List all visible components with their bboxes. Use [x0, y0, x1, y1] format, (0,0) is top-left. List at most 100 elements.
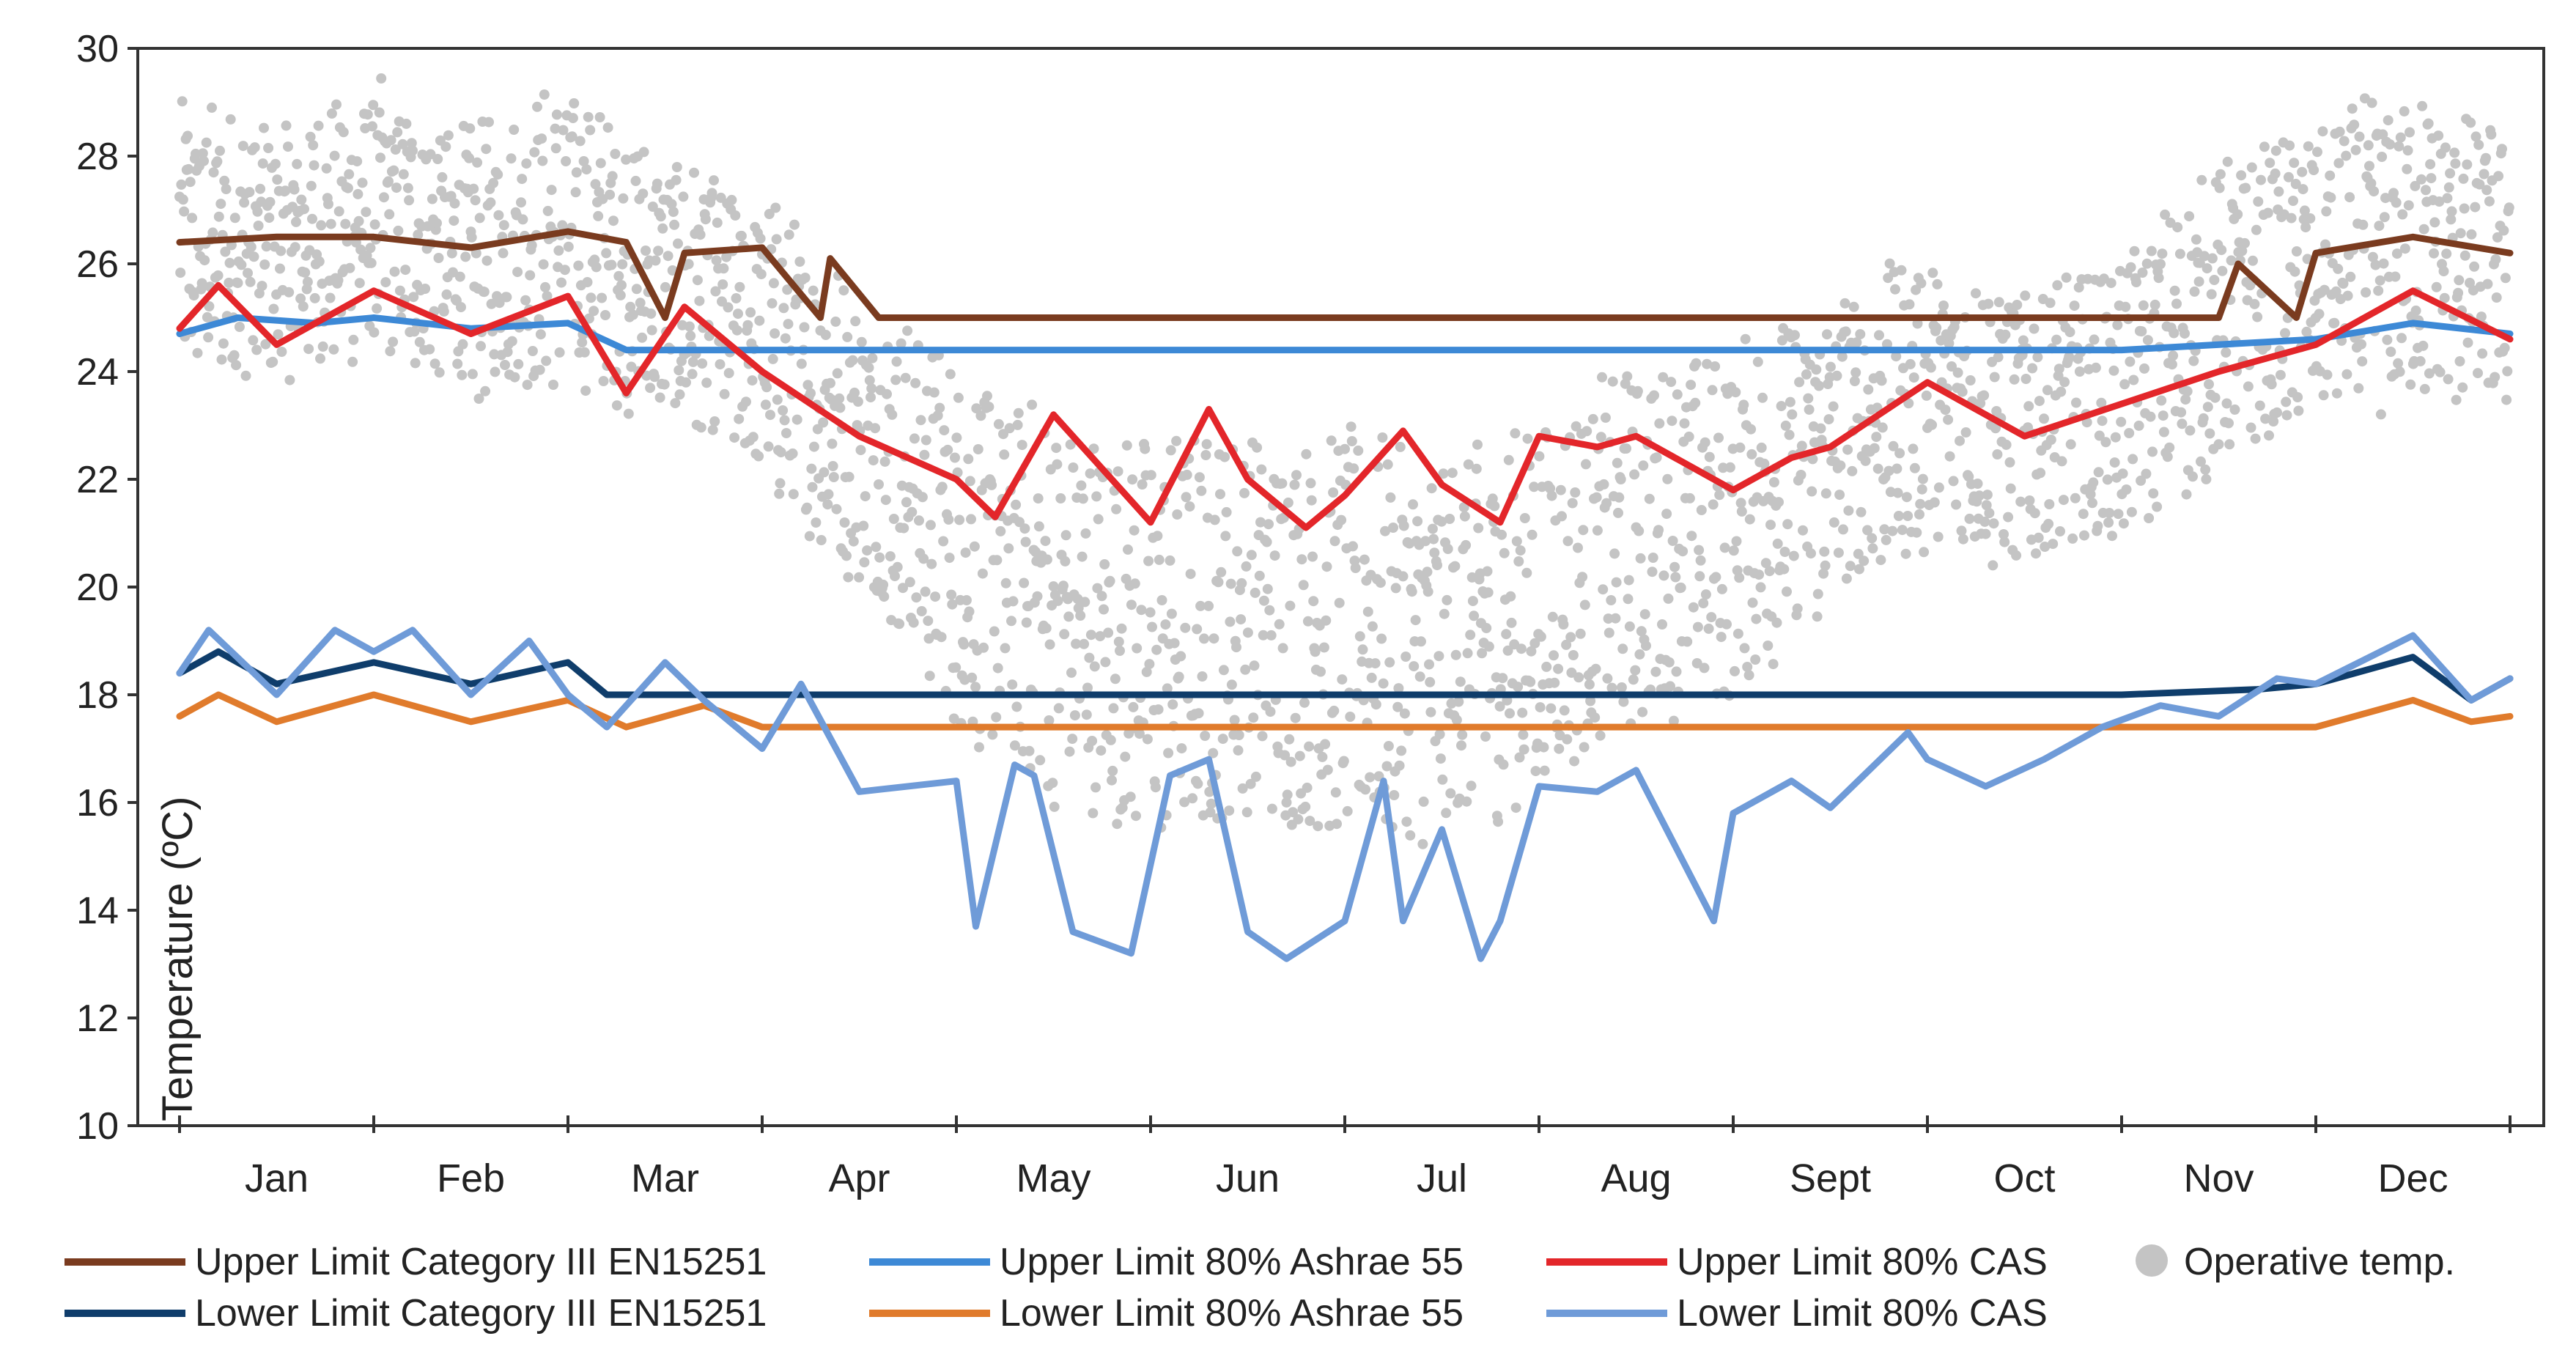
operative-temp-point: [1989, 372, 2000, 383]
operative-temp-point: [796, 358, 807, 369]
operative-temp-point: [723, 368, 734, 379]
operative-temp-point: [408, 292, 419, 303]
operative-temp-point: [2425, 159, 2436, 170]
operative-temp-point: [654, 392, 665, 403]
operative-temp-point: [2490, 254, 2501, 265]
operative-temp-point: [1667, 536, 1678, 546]
operative-temp-point: [338, 127, 349, 138]
operative-temp-point: [1649, 390, 1659, 401]
operative-temp-point: [1549, 650, 1559, 661]
operative-temp-point: [1510, 428, 1521, 439]
operative-temp-point: [2492, 232, 2503, 243]
operative-temp-point: [1738, 399, 1749, 410]
operative-temp-point: [1917, 473, 1928, 484]
operative-temp-point: [783, 319, 794, 330]
operative-temp-point: [1258, 630, 1269, 641]
operative-temp-point: [1704, 451, 1715, 462]
operative-temp-point: [2446, 214, 2457, 225]
operative-temp-point: [1948, 476, 1959, 487]
operative-temp-point: [1453, 696, 1464, 707]
operative-temp-point: [457, 369, 468, 380]
operative-temp-point: [1952, 367, 1963, 378]
operative-temp-point: [1077, 493, 1088, 504]
operative-temp-point: [966, 514, 976, 525]
operative-temp-point: [2301, 326, 2312, 337]
operative-temp-point: [433, 253, 444, 263]
operative-temp-point: [1217, 734, 1228, 745]
operative-temp-point: [456, 302, 466, 313]
operative-temp-point: [1601, 498, 1612, 509]
operative-temp-point: [573, 260, 584, 271]
operative-temp-point: [700, 214, 711, 225]
operative-temp-point: [1658, 372, 1669, 383]
operative-temp-point: [231, 360, 242, 371]
operative-temp-point: [1999, 529, 2009, 539]
operative-temp-point: [232, 278, 243, 289]
operative-temp-point: [2341, 150, 2352, 161]
operative-temp-point: [281, 120, 292, 131]
operative-temp-point: [904, 577, 915, 588]
operative-temp-point: [2416, 174, 2426, 185]
operative-temp-point: [2353, 383, 2364, 394]
operative-temp-point: [546, 185, 557, 196]
operative-temp-point: [2124, 428, 2135, 438]
operative-temp-point: [1264, 605, 1275, 616]
operative-temp-point: [1713, 432, 1724, 443]
operative-temp-point: [201, 137, 212, 148]
operative-temp-point: [1916, 278, 1927, 289]
operative-temp-point: [694, 295, 705, 306]
operative-temp-point: [1246, 550, 1257, 561]
operative-temp-point: [251, 344, 262, 355]
operative-temp-point: [1112, 819, 1123, 830]
operative-temp-point: [2253, 196, 2264, 207]
operative-temp-point: [2176, 407, 2187, 418]
operative-temp-point: [787, 448, 798, 459]
operative-temp-point: [1289, 479, 1300, 490]
operative-temp-point: [347, 356, 358, 367]
operative-temp-point: [1252, 442, 1263, 453]
operative-temp-point: [529, 147, 540, 158]
operative-temp-point: [1398, 520, 1409, 531]
operative-temp-point: [706, 188, 717, 199]
operative-temp-point: [1784, 429, 1795, 440]
operative-temp-point: [1606, 595, 1617, 605]
operative-temp-point: [788, 489, 799, 500]
operative-temp-point: [1792, 603, 1803, 614]
operative-temp-point: [289, 184, 300, 195]
operative-temp-point: [611, 400, 622, 411]
operative-temp-point: [2281, 396, 2292, 407]
y-tick-label: 18: [76, 674, 119, 717]
operative-temp-point: [882, 388, 892, 399]
operative-temp-point: [460, 251, 471, 262]
operative-temp-point: [1577, 572, 1588, 583]
operative-temp-point: [638, 147, 649, 158]
operative-temp-point: [1008, 596, 1019, 607]
operative-temp-point: [2056, 456, 2067, 467]
operative-temp-point: [1860, 455, 1871, 466]
operative-temp-point: [1819, 546, 1830, 557]
operative-temp-point: [1241, 807, 1252, 818]
operative-temp-point: [2259, 141, 2270, 152]
operative-temp-point: [1735, 498, 1746, 509]
operative-temp-point: [879, 591, 890, 602]
operative-temp-point: [1185, 569, 1196, 580]
operative-temp-point: [1993, 297, 2004, 308]
operative-temp-point: [709, 175, 719, 186]
operative-temp-point: [2300, 222, 2311, 233]
operative-temp-point: [1847, 465, 1858, 476]
operative-temp-point: [999, 449, 1010, 460]
operative-temp-point: [1317, 751, 1328, 762]
operative-temp-point: [1445, 788, 1456, 799]
operative-temp-point: [2297, 166, 2308, 177]
operative-temp-point: [1494, 701, 1505, 712]
operative-temp-point: [307, 213, 317, 224]
operative-temp-point: [1887, 525, 1898, 536]
operative-temp-point: [1503, 454, 1514, 465]
legend-label: Upper Limit 80% CAS: [1677, 1241, 2048, 1283]
operative-temp-point: [900, 372, 911, 383]
operative-temp-point: [2158, 410, 2169, 421]
operative-temp-point: [372, 303, 383, 314]
operative-temp-point: [2029, 508, 2040, 519]
operative-temp-point: [692, 275, 703, 286]
legend-label: Upper Limit Category III EN15251: [195, 1241, 767, 1283]
